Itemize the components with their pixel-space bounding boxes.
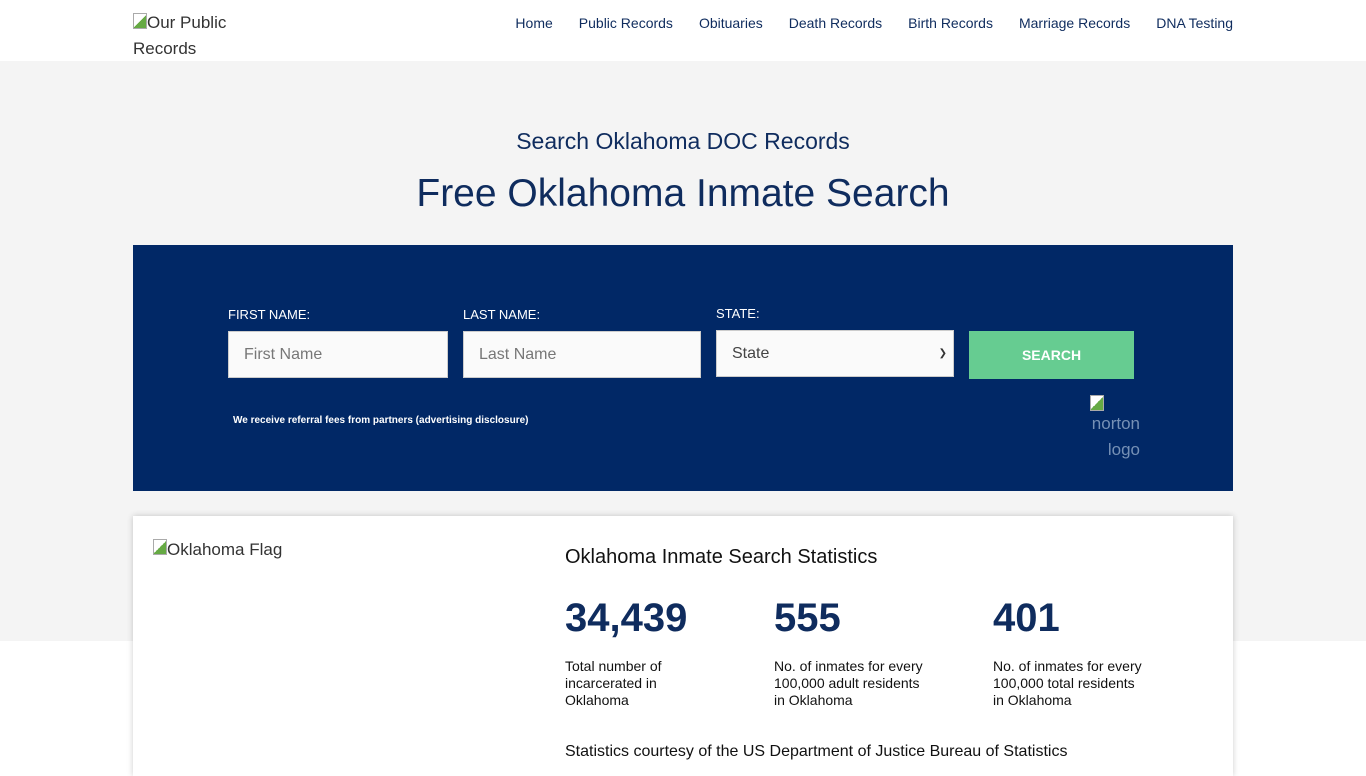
flag-alt-text: Oklahoma Flag <box>167 540 283 559</box>
nav-public-records[interactable]: Public Records <box>578 15 673 31</box>
page-subtitle: Search Oklahoma DOC Records <box>516 128 850 154</box>
logo[interactable]: Our Public Records <box>133 10 253 62</box>
chevron-down-icon: ❯ <box>938 348 947 359</box>
logo-alt-text: Our Public Records <box>133 13 227 58</box>
first-name-input[interactable]: First Name <box>228 331 448 378</box>
stat-desc: Total number of incarcerated in Oklahoma <box>565 658 662 708</box>
stats-card: Oklahoma Flag Oklahoma Inmate Search Sta… <box>133 516 1233 776</box>
nav-death-records[interactable]: Death Records <box>788 15 883 31</box>
stats-courtesy: Statistics courtesy of the US Department… <box>565 743 1068 760</box>
norton-logo: norton logo <box>1090 395 1140 463</box>
nav-obituaries[interactable]: Obituaries <box>698 15 763 31</box>
stat-desc: No. of inmates for every 100,000 total r… <box>993 658 1142 708</box>
nav-marriage-records[interactable]: Marriage Records <box>1018 15 1131 31</box>
last-name-label: LAST NAME: <box>463 307 541 322</box>
oklahoma-flag-image: Oklahoma Flag <box>153 539 282 560</box>
stat-value: 34,439 <box>565 596 688 640</box>
broken-image-icon <box>1090 395 1104 411</box>
last-name-input[interactable]: Last Name <box>463 331 701 378</box>
site-header: Our Public Records Home Public Records O… <box>0 0 1366 61</box>
norton-alt-text: norton logo <box>1091 414 1140 459</box>
page-title: Free Oklahoma Inmate Search <box>416 172 950 215</box>
nav-birth-records[interactable]: Birth Records <box>908 15 993 31</box>
advertising-disclosure[interactable]: We receive referral fees from partners (… <box>233 415 529 426</box>
broken-image-icon <box>133 13 147 29</box>
nav-dna-testing[interactable]: DNA Testing <box>1156 15 1233 31</box>
first-name-label: FIRST NAME: <box>228 307 311 322</box>
stat-desc: No. of inmates for every 100,000 adult r… <box>774 658 923 708</box>
state-value: State <box>732 345 770 362</box>
main-nav: Home Public Records Obituaries Death Rec… <box>515 15 1233 31</box>
search-panel: FIRST NAME: First Name LAST NAME: Last N… <box>133 245 1233 491</box>
state-label: STATE: <box>716 306 760 321</box>
stat-value: 555 <box>774 596 841 640</box>
nav-home[interactable]: Home <box>515 15 553 31</box>
search-button[interactable]: SEARCH <box>969 331 1134 379</box>
stats-title: Oklahoma Inmate Search Statistics <box>565 546 878 568</box>
state-select[interactable]: State ❯ <box>716 330 954 377</box>
stat-value: 401 <box>993 596 1060 640</box>
broken-image-icon <box>153 539 167 555</box>
